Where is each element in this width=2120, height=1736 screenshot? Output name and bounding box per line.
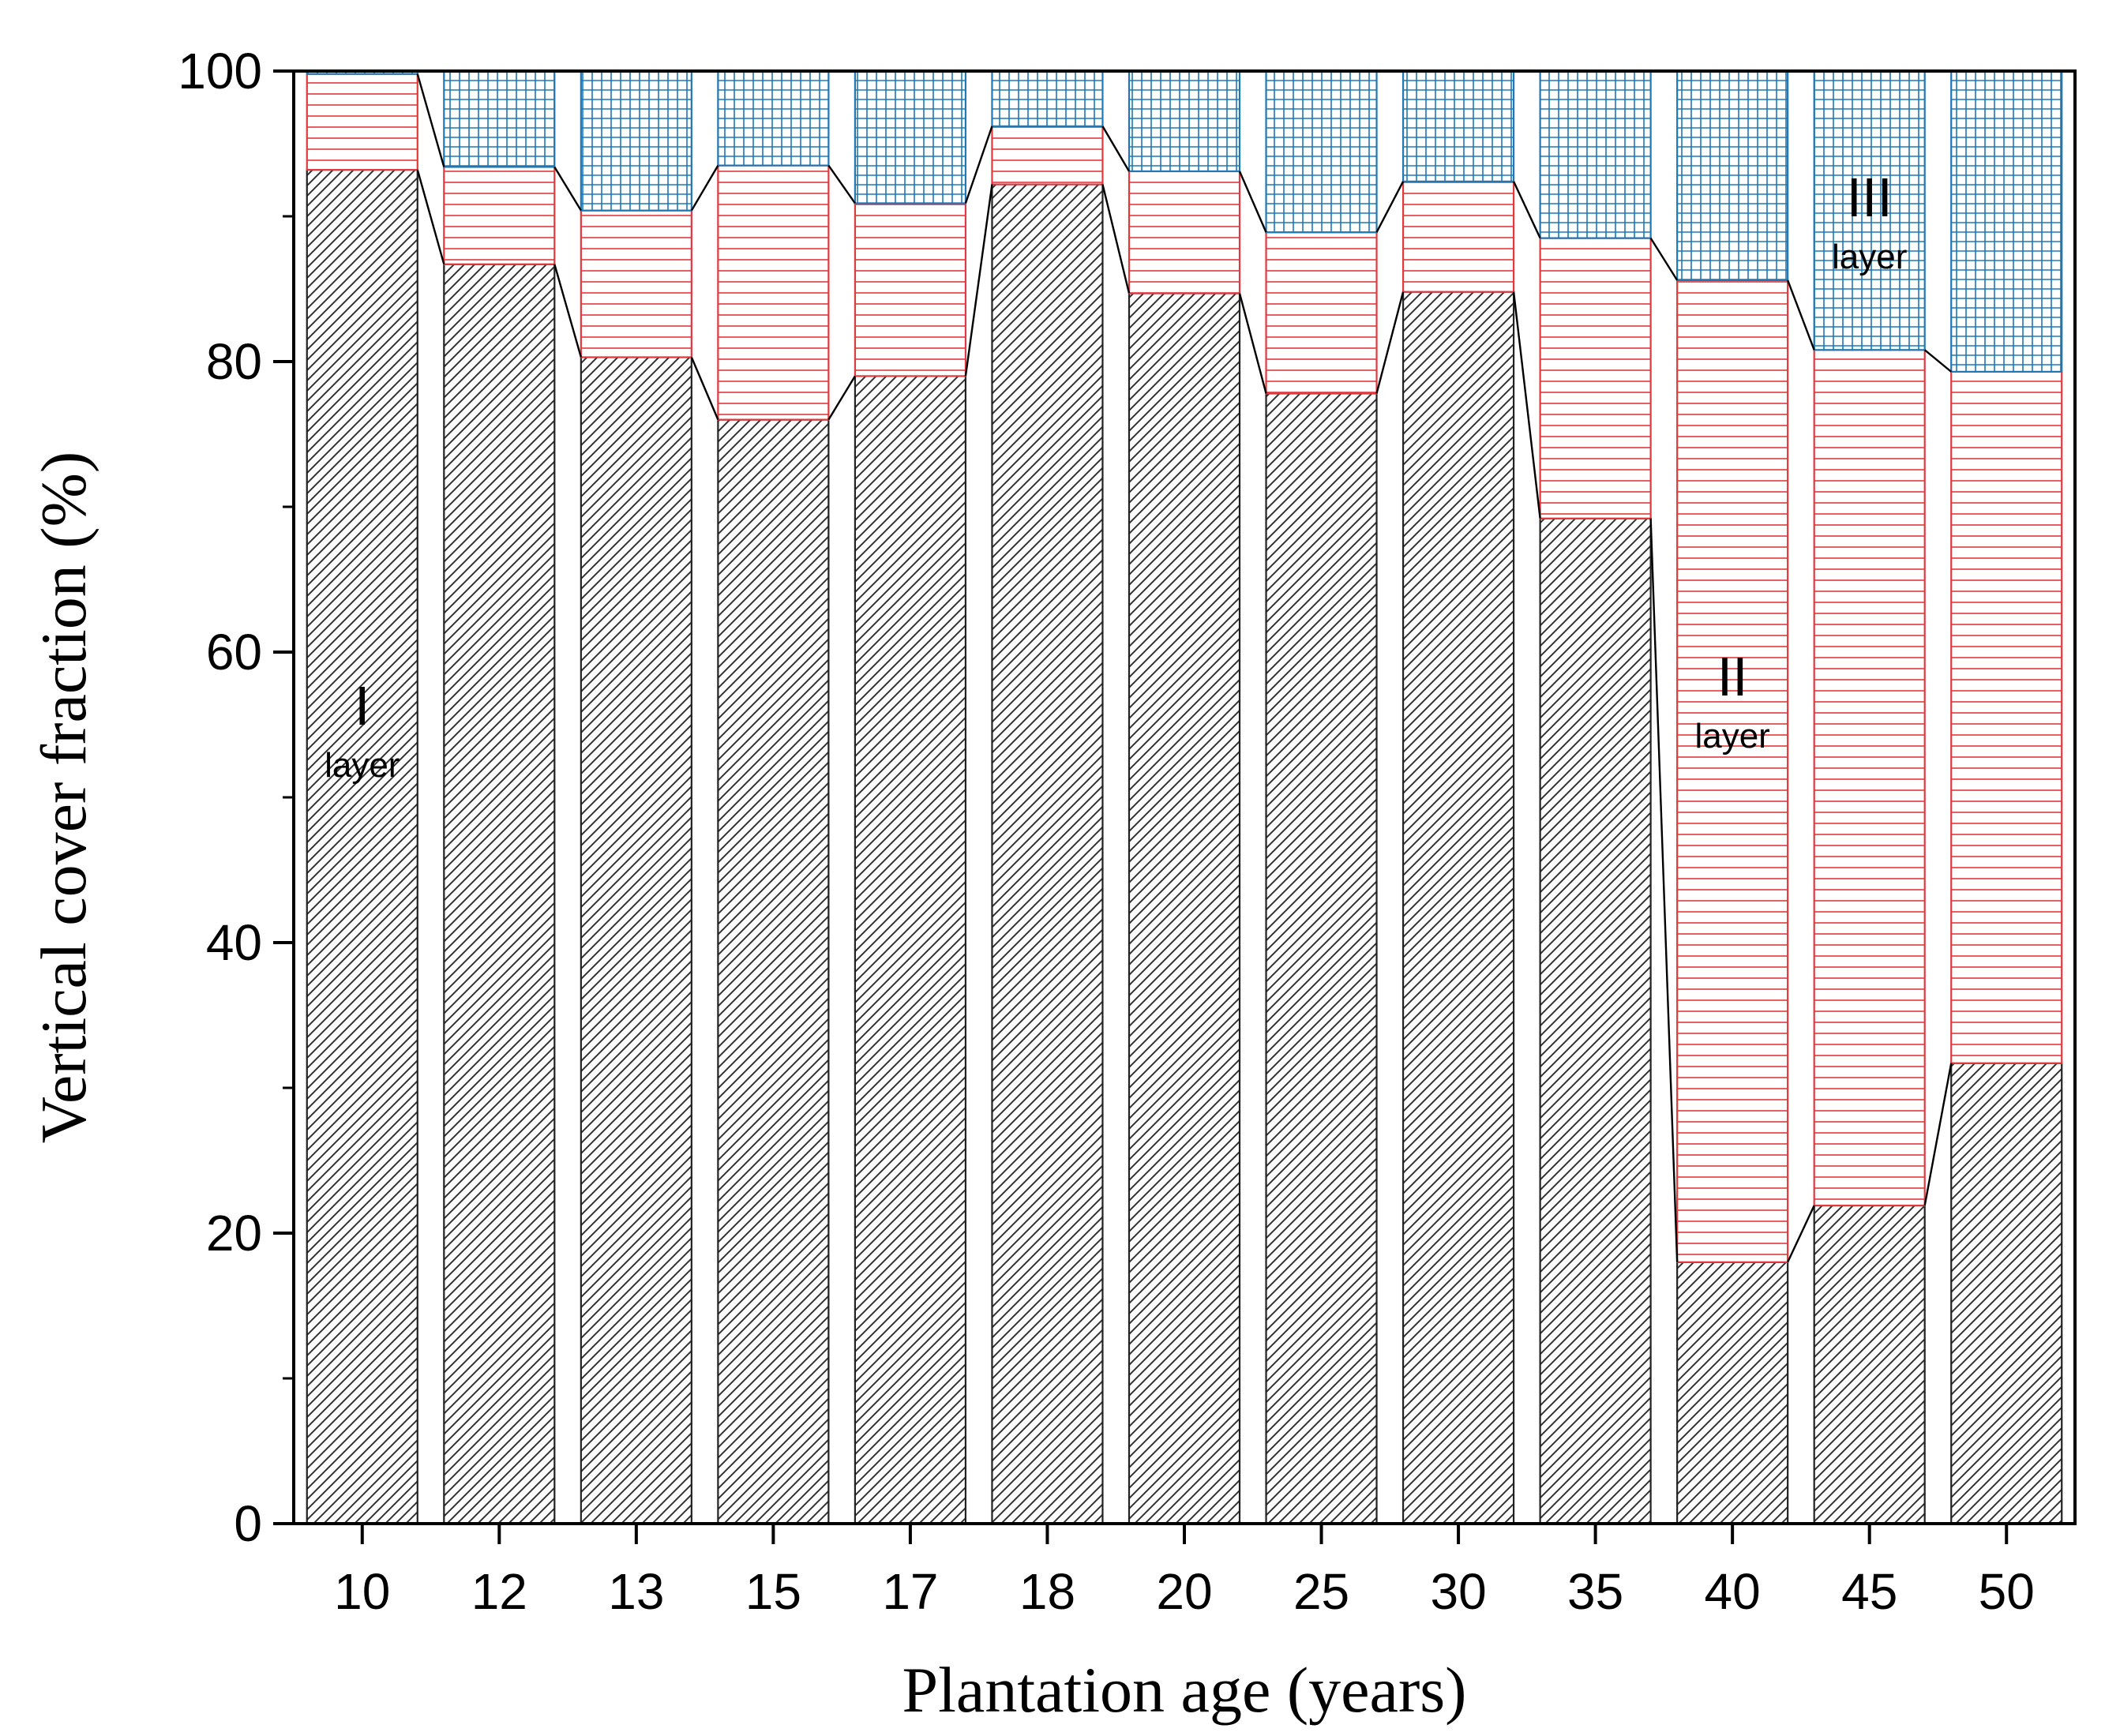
annotation-layer-i-roman: I (355, 675, 370, 737)
x-tick-label: 50 (1979, 1563, 2035, 1620)
annotation-layer-iii-word: layer (1832, 238, 1907, 276)
connector-lines (416, 73, 1953, 1263)
connector-layer-ii (1649, 237, 1679, 281)
bar-layer-ii-25 (1265, 231, 1378, 395)
bar-layer-i-15 (717, 418, 830, 1525)
bar-layer-iii-30 (1401, 69, 1515, 182)
x-axis-title: Plantation age (years) (902, 1654, 1467, 1726)
connector-layer-ii (1787, 279, 1815, 351)
bar-layer-ii-30 (1401, 180, 1515, 293)
x-tick-label: 30 (1430, 1563, 1486, 1620)
x-tick-label: 25 (1293, 1563, 1349, 1620)
x-tick-label: 13 (608, 1563, 664, 1620)
bar-layer-ii-13 (580, 209, 692, 358)
y-axis-title: Vertical cover fraction (%) (28, 452, 99, 1143)
connector-layer-ii (1512, 181, 1541, 239)
connector-layer-ii (1375, 181, 1405, 233)
bars-group (306, 69, 2063, 1525)
connector-layer-ii (827, 164, 856, 204)
x-tick-label: 45 (1841, 1563, 1897, 1620)
bar-layer-i-30 (1401, 291, 1515, 1525)
bar-layer-ii-20 (1128, 170, 1241, 294)
x-tick-label: 15 (745, 1563, 801, 1620)
x-tick-label: 18 (1019, 1563, 1075, 1620)
bar-layer-ii-17 (854, 202, 967, 377)
connector-layer-i (1923, 1063, 1953, 1206)
connector-layer-i (553, 264, 583, 358)
connector-layer-ii (1923, 349, 1952, 373)
bar-layer-iii-15 (717, 69, 830, 167)
bar-layer-i-20 (1128, 292, 1241, 1525)
bar-layer-ii-18 (991, 125, 1104, 186)
bar-layer-ii-15 (717, 164, 830, 421)
bar-layer-ii-50 (1950, 370, 2063, 1064)
bar-layer-iii-40 (1676, 69, 1789, 282)
bar-layer-iii-35 (1539, 69, 1652, 239)
connector-layer-i (1649, 518, 1679, 1262)
bar-layer-iii-50 (1950, 69, 2063, 373)
bar-layer-i-17 (854, 375, 967, 1525)
bar-layer-i-50 (1950, 1062, 2063, 1525)
connector-layer-i (416, 169, 445, 265)
connector-layer-i (690, 357, 719, 421)
connector-layer-i (1787, 1205, 1815, 1263)
connector-layer-ii (1238, 171, 1267, 233)
connector-layer-i (827, 375, 856, 421)
bar-layer-ii-35 (1539, 237, 1652, 519)
bar-layer-i-12 (443, 263, 556, 1525)
connector-layer-i (1512, 291, 1541, 519)
bar-layer-i-45 (1813, 1204, 1926, 1525)
bar-layer-ii-45 (1813, 349, 1926, 1207)
bar-layer-ii-40 (1676, 279, 1789, 1263)
connector-layer-ii (416, 73, 445, 167)
bar-layer-i-25 (1265, 392, 1378, 1525)
annotation-layer-iii-roman: III (1847, 167, 1893, 228)
bar-layer-iii-12 (443, 69, 556, 168)
x-tick-label: 10 (334, 1563, 390, 1620)
bar-layer-iii-25 (1265, 69, 1378, 234)
connector-layer-ii (964, 126, 993, 204)
y-tick-label: 80 (206, 333, 262, 390)
bar-layer-iii-17 (854, 69, 967, 204)
x-tick-label: 40 (1705, 1563, 1761, 1620)
axes-group: 10 12 13 15 17 18 20 25 30 35 40 45 50 0 20 40 60 80 100 (178, 43, 2035, 1620)
annotation-layer-ii-word: layer (1694, 717, 1769, 756)
bar-layer-ii-10 (306, 73, 418, 171)
x-tick-label: 35 (1567, 1563, 1623, 1620)
bar-layer-iii-13 (580, 69, 692, 212)
connector-layer-ii (1101, 126, 1131, 172)
connector-layer-i (964, 184, 993, 377)
y-tick-label: 20 (206, 1205, 262, 1262)
y-tick-label: 100 (178, 43, 262, 99)
annotation-layer-i-word: layer (325, 746, 400, 785)
bar-layer-ii-12 (443, 166, 556, 265)
bar-layer-i-10 (306, 169, 418, 1525)
bar-layer-iii-20 (1128, 69, 1241, 173)
x-tick-label: 17 (882, 1563, 938, 1620)
bar-layer-iii-45 (1813, 69, 1926, 351)
connector-layer-i (1375, 291, 1405, 394)
bar-layer-i-13 (580, 356, 692, 1525)
y-tick-label: 40 (206, 914, 262, 971)
bar-layer-i-18 (991, 183, 1104, 1525)
bar-layer-i-35 (1539, 517, 1652, 1525)
y-tick-label: 60 (206, 624, 262, 681)
connector-layer-ii (553, 166, 582, 212)
y-tick-label: 0 (234, 1495, 262, 1552)
bar-layer-i-40 (1676, 1261, 1789, 1525)
x-tick-label: 20 (1156, 1563, 1212, 1620)
x-tick-label: 12 (471, 1563, 527, 1620)
bar-layer-iii-18 (991, 69, 1104, 128)
connector-layer-ii (690, 164, 719, 212)
connector-layer-i (1101, 184, 1131, 294)
annotation-layer-ii-roman: II (1717, 646, 1748, 707)
connector-layer-i (1238, 293, 1267, 394)
